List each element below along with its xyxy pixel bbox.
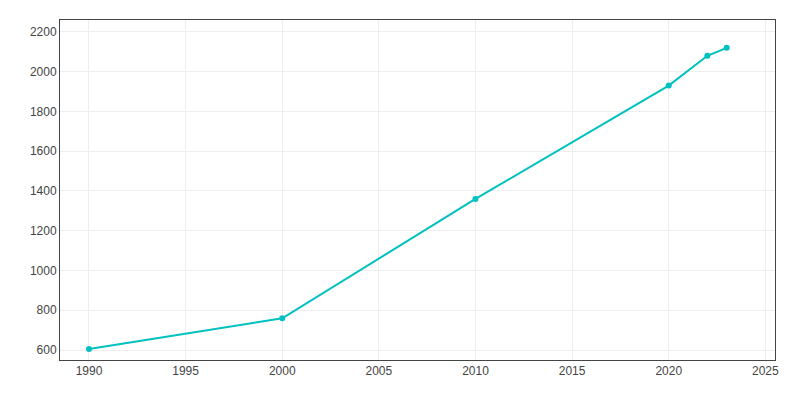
svg-text:600: 600 bbox=[37, 343, 57, 357]
svg-text:1990: 1990 bbox=[76, 364, 103, 378]
svg-text:1800: 1800 bbox=[30, 105, 57, 119]
svg-text:1400: 1400 bbox=[30, 184, 57, 198]
svg-text:2000: 2000 bbox=[30, 65, 57, 79]
svg-text:2015: 2015 bbox=[559, 364, 586, 378]
svg-text:1200: 1200 bbox=[30, 224, 57, 238]
svg-text:2010: 2010 bbox=[462, 364, 489, 378]
svg-text:2020: 2020 bbox=[655, 364, 682, 378]
svg-text:1995: 1995 bbox=[172, 364, 199, 378]
svg-text:1600: 1600 bbox=[30, 144, 57, 158]
svg-text:2000: 2000 bbox=[269, 364, 296, 378]
svg-text:800: 800 bbox=[37, 303, 57, 317]
svg-text:2025: 2025 bbox=[752, 364, 779, 378]
svg-text:1000: 1000 bbox=[30, 264, 57, 278]
svg-text:2005: 2005 bbox=[365, 364, 392, 378]
svg-text:2200: 2200 bbox=[30, 25, 57, 39]
